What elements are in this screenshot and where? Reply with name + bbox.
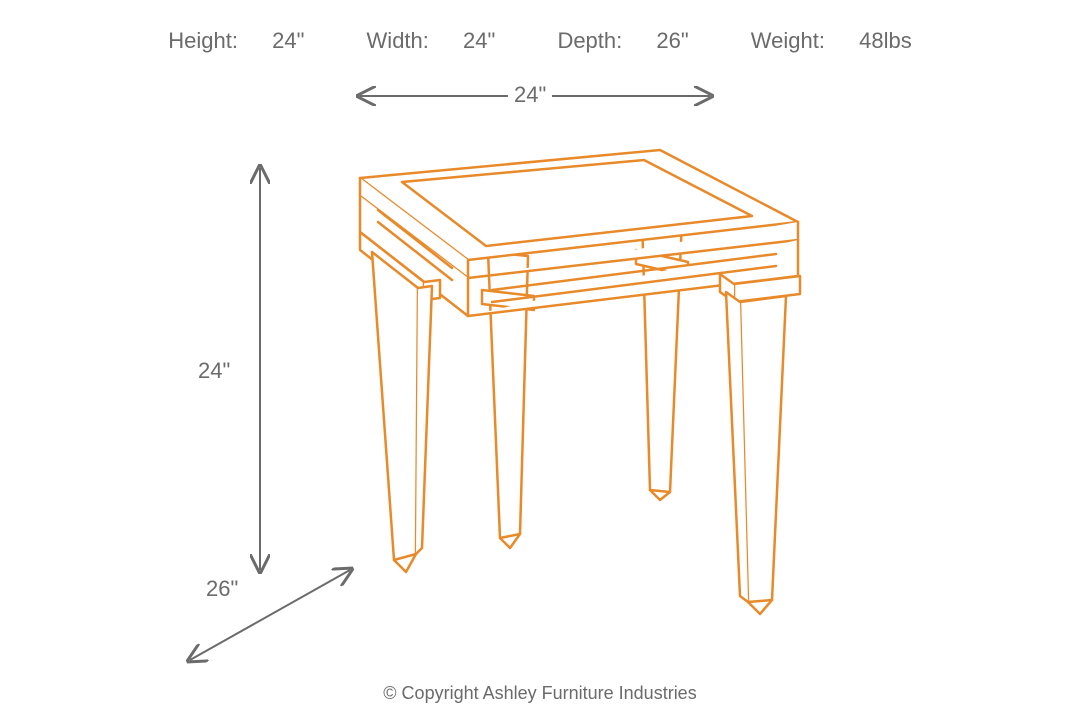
copyright-text: © Copyright Ashley Furniture Industries xyxy=(0,683,1080,704)
table-leg-front-right xyxy=(720,274,800,614)
table-leg-back-left xyxy=(482,252,534,548)
table-drawing xyxy=(360,150,800,614)
depth-dimension-label: 26" xyxy=(200,576,244,602)
height-dimension-label: 24" xyxy=(192,358,236,384)
width-dimension-label: 24" xyxy=(508,82,552,108)
diagram-svg xyxy=(0,0,1080,720)
table-leg-front-left xyxy=(360,232,440,572)
